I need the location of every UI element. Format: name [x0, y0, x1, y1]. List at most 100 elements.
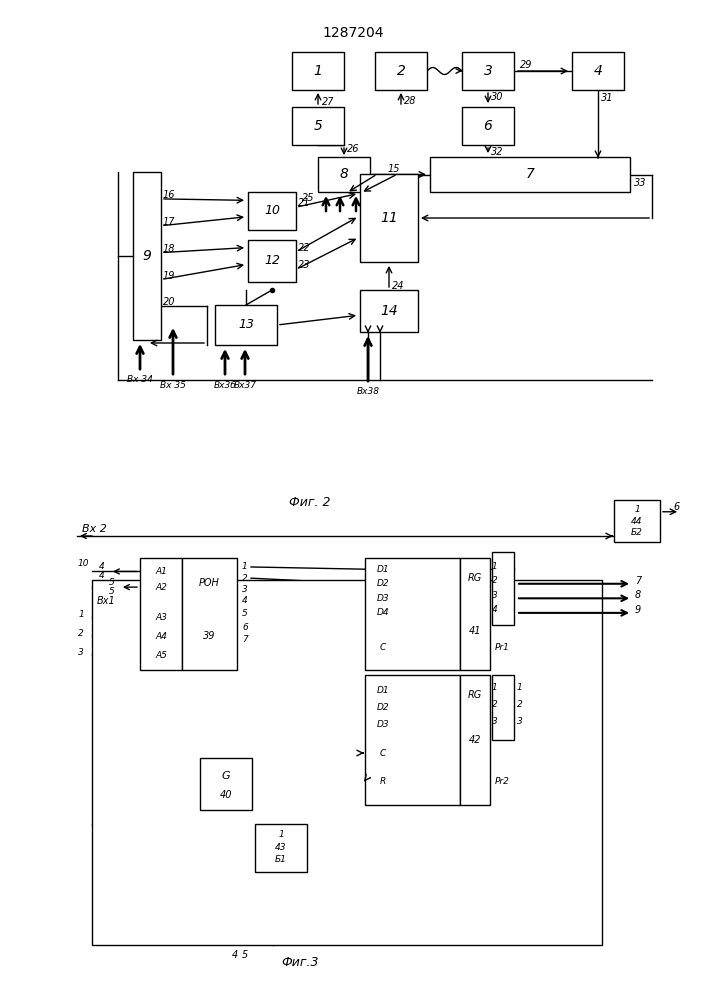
Text: 2: 2 [492, 700, 498, 709]
Text: 3: 3 [78, 648, 84, 657]
Text: Pr1: Pr1 [495, 643, 510, 652]
Text: 27: 27 [322, 97, 334, 107]
Text: Б2: Б2 [631, 528, 643, 537]
Text: Bx3б: Bx3б [214, 380, 236, 389]
Bar [182, 558, 237, 670]
Text: 10: 10 [78, 559, 90, 568]
Bar [365, 558, 460, 670]
Bar [492, 675, 514, 740]
Text: 7: 7 [635, 576, 641, 586]
Text: Pr2: Pr2 [495, 777, 510, 786]
Text: R: R [380, 777, 386, 786]
Text: 2: 2 [492, 576, 498, 585]
Text: 3: 3 [484, 64, 493, 78]
Bar [248, 192, 296, 230]
Text: 4: 4 [242, 596, 247, 605]
Text: 11: 11 [380, 211, 398, 225]
Text: G: G [222, 771, 230, 781]
Text: A5: A5 [155, 651, 167, 660]
Text: 1: 1 [314, 64, 322, 78]
Bar [140, 558, 182, 670]
Text: 3: 3 [517, 717, 522, 726]
Text: Bx 2: Bx 2 [82, 524, 107, 534]
Text: 1: 1 [492, 562, 498, 571]
Text: 21: 21 [298, 198, 310, 208]
Text: 16: 16 [163, 190, 175, 200]
Text: 1: 1 [78, 610, 84, 619]
Text: 1: 1 [492, 683, 498, 692]
Text: 12: 12 [264, 254, 280, 267]
Text: 30: 30 [491, 92, 503, 102]
Text: Bx1: Bx1 [97, 596, 116, 606]
Text: 17: 17 [163, 217, 175, 227]
Text: 39: 39 [203, 631, 216, 641]
Bar [255, 824, 307, 872]
Text: 1: 1 [278, 830, 284, 839]
Bar [462, 52, 514, 90]
Text: Фиг. 2: Фиг. 2 [289, 495, 331, 508]
Text: D2: D2 [377, 579, 390, 588]
Text: 5: 5 [242, 609, 247, 618]
Bar [292, 52, 344, 90]
Text: 1: 1 [242, 562, 247, 571]
Text: 13: 13 [238, 318, 254, 332]
Text: 5: 5 [314, 119, 322, 133]
Text: C: C [380, 748, 386, 758]
Text: 2: 2 [397, 64, 405, 78]
Bar [462, 107, 514, 145]
Text: D3: D3 [377, 594, 390, 603]
Text: D2: D2 [377, 703, 390, 712]
Text: C: C [380, 643, 386, 652]
Text: 7: 7 [242, 635, 247, 644]
Text: 4: 4 [99, 571, 105, 580]
Text: D1: D1 [377, 686, 390, 695]
Text: 42: 42 [469, 735, 481, 745]
Text: Б1: Б1 [275, 856, 287, 864]
Bar [360, 290, 418, 332]
Text: 32: 32 [491, 147, 503, 157]
Text: 9: 9 [635, 605, 641, 615]
Text: Фиг.3: Фиг.3 [281, 956, 319, 968]
Text: 25: 25 [301, 193, 314, 203]
Text: 31: 31 [601, 93, 614, 103]
Text: A4: A4 [155, 632, 167, 641]
Bar [292, 107, 344, 145]
Text: Bx 34: Bx 34 [127, 375, 153, 384]
Bar [460, 675, 490, 805]
Bar [200, 758, 252, 810]
Text: 4: 4 [594, 64, 602, 78]
Text: 43: 43 [275, 843, 287, 852]
Text: 1: 1 [634, 505, 640, 514]
Text: 18: 18 [163, 244, 175, 254]
Text: A3: A3 [155, 613, 167, 622]
Text: 9: 9 [143, 249, 151, 263]
Text: 4: 4 [99, 562, 105, 571]
Bar [614, 500, 660, 542]
Text: 2: 2 [517, 700, 522, 709]
Text: 29: 29 [520, 60, 532, 70]
Text: 33: 33 [634, 178, 646, 188]
Text: 7: 7 [525, 167, 534, 182]
Text: 5: 5 [242, 950, 248, 960]
Text: 24: 24 [392, 281, 404, 291]
Text: 28: 28 [404, 96, 416, 106]
Text: 40: 40 [220, 790, 233, 800]
Bar [360, 174, 418, 262]
Text: A1: A1 [155, 567, 167, 576]
Text: 3: 3 [492, 591, 498, 600]
Text: 6: 6 [484, 119, 493, 133]
Text: 5: 5 [109, 578, 115, 587]
Text: A2: A2 [155, 583, 167, 592]
Bar [375, 52, 427, 90]
Text: 19: 19 [163, 271, 175, 281]
Text: 10: 10 [264, 205, 280, 218]
Text: 26: 26 [347, 144, 359, 154]
Text: Bx37: Bx37 [233, 380, 257, 389]
Text: Bx38: Bx38 [356, 387, 380, 396]
Text: 22: 22 [298, 243, 310, 253]
Text: RG: RG [468, 690, 482, 700]
Text: 20: 20 [163, 297, 175, 307]
Text: 2: 2 [242, 574, 247, 583]
Bar [248, 240, 296, 282]
Text: D1: D1 [377, 565, 390, 574]
